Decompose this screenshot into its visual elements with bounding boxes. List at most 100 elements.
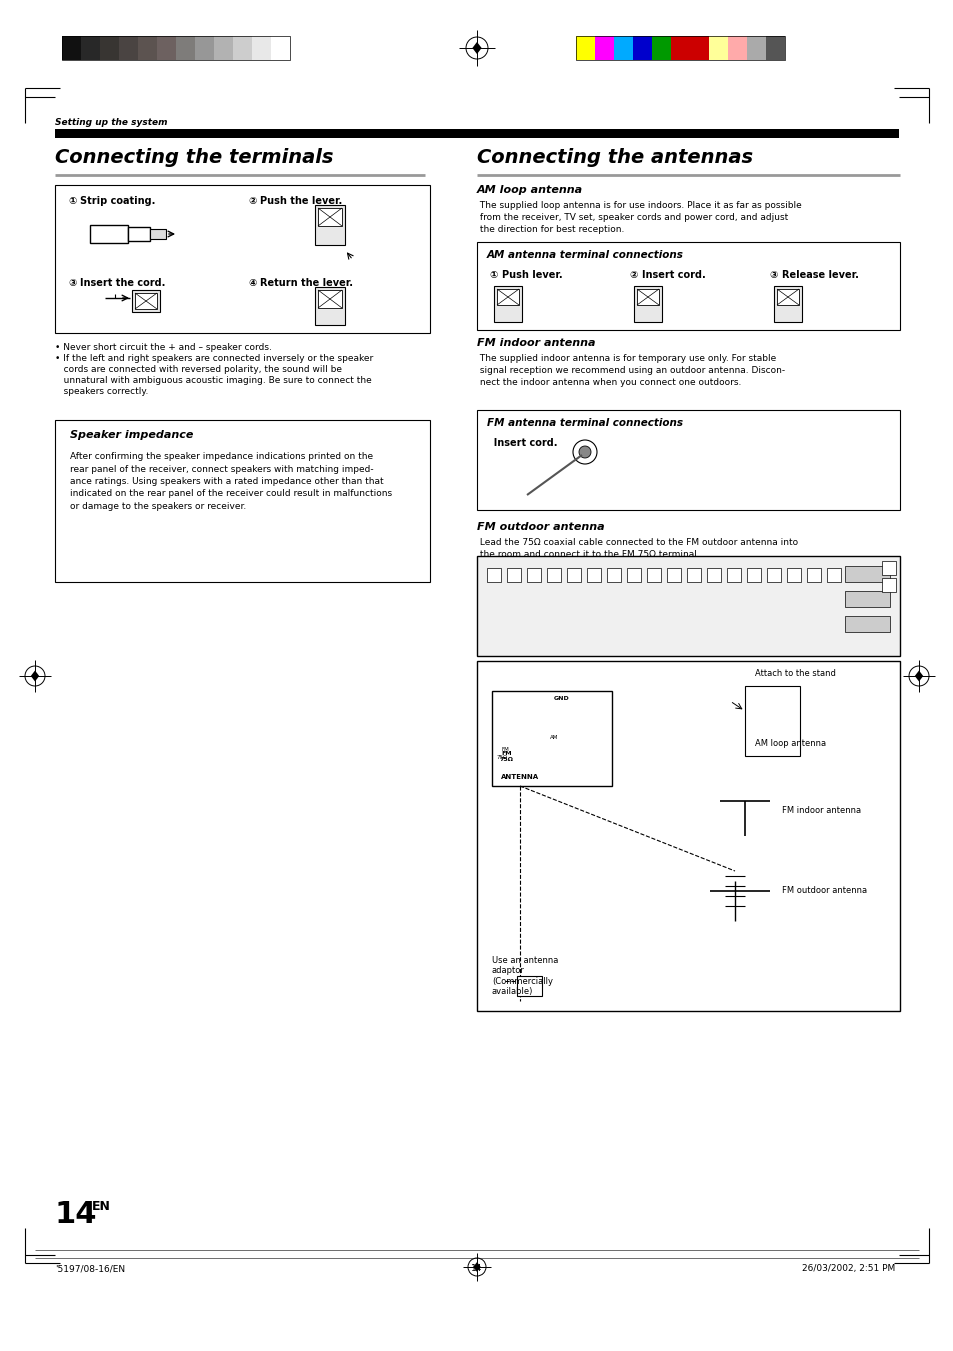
Text: Insert the cord.: Insert the cord. (80, 278, 165, 288)
Bar (586, 567, 600, 582)
Bar (494, 286, 521, 322)
Text: indicated on the rear panel of the receiver could result in malfunctions: indicated on the rear panel of the recei… (70, 489, 392, 499)
Bar (844, 590, 889, 607)
Bar (497, 289, 518, 305)
Bar (726, 567, 740, 582)
Bar (686, 567, 700, 582)
Text: '5197/08-16/EN: '5197/08-16/EN (55, 1265, 125, 1273)
Text: The supplied indoor antenna is for temporary use only. For stable: The supplied indoor antenna is for tempo… (476, 354, 776, 363)
Text: Speaker impedance: Speaker impedance (70, 430, 193, 440)
Text: EN: EN (91, 1200, 111, 1213)
Text: 75Ω: 75Ω (497, 755, 508, 761)
Text: • Never short circuit the + and – speaker cords.: • Never short circuit the + and – speake… (55, 343, 272, 353)
Bar (476, 661, 899, 1011)
Text: Connecting the terminals: Connecting the terminals (55, 149, 334, 168)
Bar (90, 226, 128, 243)
Bar (626, 567, 640, 582)
Text: ③: ③ (768, 270, 777, 280)
Bar (706, 567, 720, 582)
Bar (766, 567, 781, 582)
Text: Release lever.: Release lever. (781, 270, 858, 280)
Text: FM outdoor antenna: FM outdoor antenna (476, 521, 604, 532)
Text: The supplied loop antenna is for use indoors. Place it as far as possible: The supplied loop antenna is for use ind… (476, 201, 801, 209)
Bar (651, 36, 670, 59)
Bar (882, 578, 895, 592)
Bar (646, 567, 660, 582)
Bar (81, 36, 100, 59)
Text: ①: ① (68, 196, 76, 205)
Bar (576, 36, 784, 59)
Text: GND: GND (554, 696, 569, 701)
Bar (606, 567, 620, 582)
Bar (476, 557, 899, 657)
Bar (517, 975, 541, 996)
Text: Return the lever.: Return the lever. (260, 278, 353, 288)
Bar (135, 293, 157, 309)
Bar (314, 286, 345, 326)
Bar (55, 420, 430, 582)
Text: ance ratings. Using speakers with a rated impedance other than that: ance ratings. Using speakers with a rate… (70, 477, 383, 486)
Polygon shape (472, 42, 481, 54)
Text: 14: 14 (55, 1200, 97, 1229)
Text: the room and connect it to the FM 75Ω terminal.: the room and connect it to the FM 75Ω te… (476, 550, 699, 559)
Bar (744, 686, 800, 757)
Bar (55, 128, 898, 138)
Bar (157, 36, 175, 59)
Text: AM antenna terminal connections: AM antenna terminal connections (486, 250, 683, 259)
Text: FM outdoor antenna: FM outdoor antenna (781, 886, 866, 894)
Bar (566, 567, 580, 582)
Bar (233, 36, 252, 59)
Text: ②: ② (248, 196, 256, 205)
Bar (595, 36, 614, 59)
Text: FM antenna terminal connections: FM antenna terminal connections (486, 417, 682, 428)
Text: Insert cord.: Insert cord. (641, 270, 705, 280)
Text: nect the indoor antenna when you connect one outdoors.: nect the indoor antenna when you connect… (476, 378, 740, 386)
Circle shape (550, 711, 569, 731)
Bar (746, 36, 765, 59)
Bar (55, 185, 430, 332)
Bar (138, 36, 157, 59)
Bar (506, 567, 520, 582)
Text: Insert cord.: Insert cord. (486, 438, 557, 449)
Bar (776, 289, 799, 305)
Bar (62, 36, 290, 59)
Bar (765, 36, 784, 59)
Circle shape (512, 721, 527, 738)
Text: Setting up the system: Setting up the system (55, 118, 168, 127)
Bar (546, 567, 560, 582)
Text: cords are connected with reversed polarity, the sound will be: cords are connected with reversed polari… (55, 365, 341, 374)
Text: • If the left and right speakers are connected inversely or the speaker: • If the left and right speakers are con… (55, 354, 373, 363)
Bar (132, 290, 160, 312)
Bar (476, 242, 899, 330)
Bar (576, 36, 595, 59)
Text: ③: ③ (68, 278, 76, 288)
Text: ANTENNA: ANTENNA (500, 774, 538, 780)
Bar (844, 566, 889, 582)
Text: AM loop antenna: AM loop antenna (754, 739, 825, 748)
Bar (526, 567, 540, 582)
Text: Strip coating.: Strip coating. (80, 196, 155, 205)
Text: FM indoor antenna: FM indoor antenna (781, 807, 861, 815)
Text: FM: FM (501, 747, 509, 753)
Bar (317, 208, 341, 226)
Text: ①: ① (489, 270, 497, 280)
Bar (746, 567, 760, 582)
Bar (486, 567, 500, 582)
Bar (844, 616, 889, 632)
Bar (708, 36, 727, 59)
Bar (634, 286, 661, 322)
Text: or damage to the speakers or receiver.: or damage to the speakers or receiver. (70, 503, 246, 511)
Circle shape (578, 446, 590, 458)
Bar (826, 567, 841, 582)
Bar (882, 561, 895, 576)
Bar (314, 205, 345, 245)
Text: Lead the 75Ω coaxial cable connected to the FM outdoor antenna into: Lead the 75Ω coaxial cable connected to … (476, 538, 798, 547)
Polygon shape (30, 670, 39, 681)
Polygon shape (473, 1262, 480, 1271)
Text: Push lever.: Push lever. (501, 270, 562, 280)
Bar (175, 36, 194, 59)
Bar (492, 690, 612, 786)
Polygon shape (914, 670, 923, 681)
Text: from the receiver, TV set, speaker cords and power cord, and adjust: from the receiver, TV set, speaker cords… (476, 213, 787, 222)
Text: signal reception we recommend using an outdoor antenna. Discon-: signal reception we recommend using an o… (476, 366, 784, 376)
